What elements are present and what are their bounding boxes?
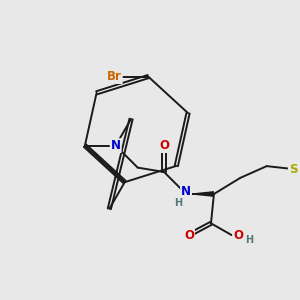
Text: N: N	[111, 139, 121, 152]
Text: O: O	[159, 139, 169, 152]
Text: H: H	[246, 235, 254, 245]
Text: S: S	[289, 163, 297, 176]
Polygon shape	[186, 191, 214, 197]
Text: N: N	[181, 185, 191, 198]
Text: O: O	[233, 229, 243, 242]
Text: O: O	[184, 229, 194, 242]
Text: Br: Br	[107, 70, 122, 83]
Text: H: H	[174, 198, 182, 208]
